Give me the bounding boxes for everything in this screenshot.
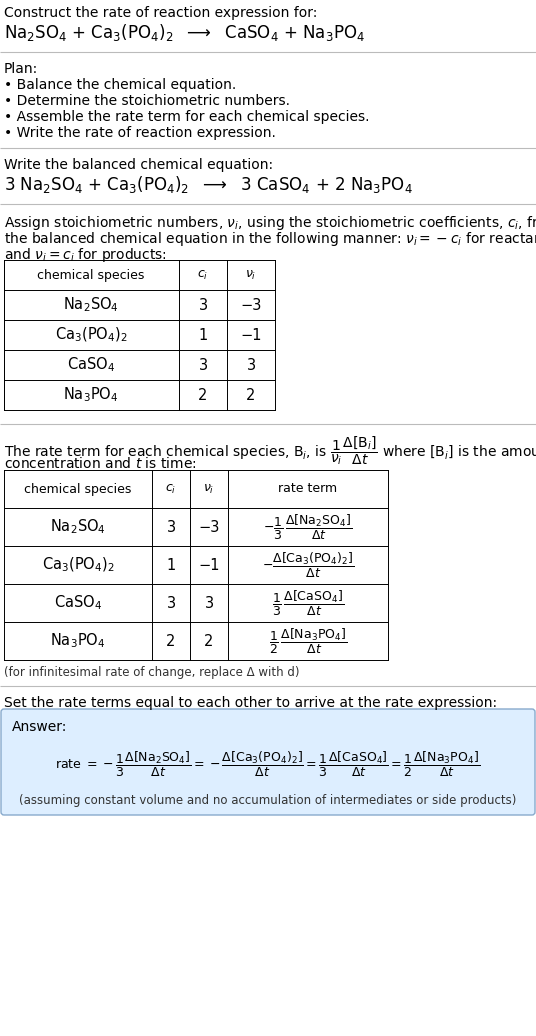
Text: • Balance the chemical equation.: • Balance the chemical equation.: [4, 78, 236, 92]
Text: Na$_3$PO$_4$: Na$_3$PO$_4$: [50, 632, 106, 651]
Text: Ca$_3$(PO$_4$)$_2$: Ca$_3$(PO$_4$)$_2$: [42, 555, 114, 574]
Text: 2: 2: [247, 387, 256, 403]
Text: −1: −1: [240, 327, 262, 343]
Text: rate term: rate term: [278, 483, 338, 495]
Text: Set the rate terms equal to each other to arrive at the rate expression:: Set the rate terms equal to each other t…: [4, 696, 497, 710]
Text: Plan:: Plan:: [4, 62, 38, 76]
Text: 3: 3: [167, 519, 176, 535]
Text: $-\dfrac{\Delta[\mathrm{Ca_3(PO_4)_2}]}{\Delta t}$: $-\dfrac{\Delta[\mathrm{Ca_3(PO_4)_2}]}{…: [262, 550, 354, 579]
Text: −3: −3: [198, 519, 220, 535]
Text: 1: 1: [198, 327, 207, 343]
Text: rate $= -\dfrac{1}{3}\dfrac{\Delta[\mathrm{Na_2SO_4}]}{\Delta t} = -\dfrac{\Delt: rate $= -\dfrac{1}{3}\dfrac{\Delta[\math…: [56, 749, 480, 778]
Text: Na$_2$SO$_4$: Na$_2$SO$_4$: [63, 295, 119, 314]
Text: −1: −1: [198, 557, 220, 573]
Text: Na$_2$SO$_4$ + Ca$_3$(PO$_4$)$_2$  $\longrightarrow$  CaSO$_4$ + Na$_3$PO$_4$: Na$_2$SO$_4$ + Ca$_3$(PO$_4$)$_2$ $\long…: [4, 22, 365, 44]
Text: CaSO$_4$: CaSO$_4$: [67, 355, 115, 374]
Text: chemical species: chemical species: [38, 268, 145, 282]
Text: concentration and $t$ is time:: concentration and $t$ is time:: [4, 456, 197, 471]
Text: $-\dfrac{1}{3}\,\dfrac{\Delta[\mathrm{Na_2SO_4}]}{\Delta t}$: $-\dfrac{1}{3}\,\dfrac{\Delta[\mathrm{Na…: [263, 513, 353, 542]
Text: (assuming constant volume and no accumulation of intermediates or side products): (assuming constant volume and no accumul…: [19, 794, 517, 807]
Text: −3: −3: [240, 297, 262, 313]
Text: 3 Na$_2$SO$_4$ + Ca$_3$(PO$_4$)$_2$  $\longrightarrow$  3 CaSO$_4$ + 2 Na$_3$PO$: 3 Na$_2$SO$_4$ + Ca$_3$(PO$_4$)$_2$ $\lo…: [4, 174, 413, 195]
Text: • Determine the stoichiometric numbers.: • Determine the stoichiometric numbers.: [4, 94, 290, 108]
Text: $\nu_i$: $\nu_i$: [203, 483, 215, 495]
Text: Assign stoichiometric numbers, $\nu_i$, using the stoichiometric coefficients, $: Assign stoichiometric numbers, $\nu_i$, …: [4, 214, 536, 232]
Text: 2: 2: [166, 633, 176, 649]
Text: Construct the rate of reaction expression for:: Construct the rate of reaction expressio…: [4, 6, 317, 20]
Text: $c_i$: $c_i$: [166, 483, 177, 495]
Text: 3: 3: [247, 357, 256, 373]
Text: 3: 3: [198, 297, 207, 313]
Text: the balanced chemical equation in the following manner: $\nu_i = -c_i$ for react: the balanced chemical equation in the fo…: [4, 230, 536, 248]
Text: 3: 3: [204, 596, 213, 610]
Text: (for infinitesimal rate of change, replace Δ with d): (for infinitesimal rate of change, repla…: [4, 666, 300, 679]
Text: $\dfrac{1}{2}\,\dfrac{\Delta[\mathrm{Na_3PO_4}]}{\Delta t}$: $\dfrac{1}{2}\,\dfrac{\Delta[\mathrm{Na_…: [269, 627, 347, 656]
Text: 3: 3: [198, 357, 207, 373]
Text: 2: 2: [198, 387, 207, 403]
Text: • Assemble the rate term for each chemical species.: • Assemble the rate term for each chemic…: [4, 110, 369, 124]
Text: CaSO$_4$: CaSO$_4$: [54, 594, 102, 612]
Text: 2: 2: [204, 633, 214, 649]
Text: chemical species: chemical species: [24, 483, 132, 495]
Text: $\dfrac{1}{3}\,\dfrac{\Delta[\mathrm{CaSO_4}]}{\Delta t}$: $\dfrac{1}{3}\,\dfrac{\Delta[\mathrm{CaS…: [272, 588, 344, 617]
Text: Write the balanced chemical equation:: Write the balanced chemical equation:: [4, 159, 273, 172]
Text: $\nu_i$: $\nu_i$: [245, 268, 257, 282]
Text: 3: 3: [167, 596, 176, 610]
Text: $c_i$: $c_i$: [197, 268, 209, 282]
Text: Na$_3$PO$_4$: Na$_3$PO$_4$: [63, 385, 118, 404]
Text: and $\nu_i = c_i$ for products:: and $\nu_i = c_i$ for products:: [4, 246, 167, 264]
Text: • Write the rate of reaction expression.: • Write the rate of reaction expression.: [4, 126, 276, 140]
FancyBboxPatch shape: [1, 709, 535, 815]
Text: Na$_2$SO$_4$: Na$_2$SO$_4$: [50, 518, 106, 537]
Text: The rate term for each chemical species, B$_i$, is $\dfrac{1}{\nu_i}\dfrac{\Delt: The rate term for each chemical species,…: [4, 434, 536, 467]
Text: 1: 1: [166, 557, 176, 573]
Text: Ca$_3$(PO$_4$)$_2$: Ca$_3$(PO$_4$)$_2$: [55, 325, 128, 344]
Text: Answer:: Answer:: [12, 720, 68, 733]
